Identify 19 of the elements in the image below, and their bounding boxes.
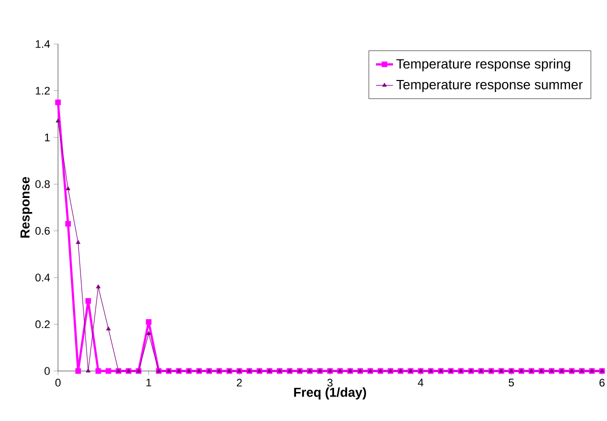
y-tick-label: 0.8	[35, 180, 50, 188]
x-axis-title: Freq (1/day)	[294, 387, 366, 400]
legend-label: Temperature response spring	[396, 58, 570, 72]
y-tick-label: 1.4	[36, 40, 50, 48]
x-tick-label: 5	[508, 378, 514, 386]
x-tick-label: 1	[146, 378, 152, 386]
y-tick-label: 0.4	[35, 274, 50, 282]
x-tick-label: 6	[600, 378, 605, 387]
x-tick-label: 4	[418, 378, 424, 386]
y-tick-label: 0	[44, 367, 50, 375]
y-tick-label: 0.2	[35, 320, 50, 328]
y-axis-title: Response	[20, 176, 32, 238]
y-tick-label: 1.2	[36, 86, 50, 95]
y-tick-label: 1	[44, 134, 50, 142]
legend-label: Temperature response summer	[396, 80, 583, 92]
y-tick-label: 0.6	[35, 226, 50, 235]
x-tick-label: 0	[55, 378, 61, 387]
x-tick-label: 3	[327, 378, 333, 387]
x-tick-label: 2	[236, 378, 242, 386]
